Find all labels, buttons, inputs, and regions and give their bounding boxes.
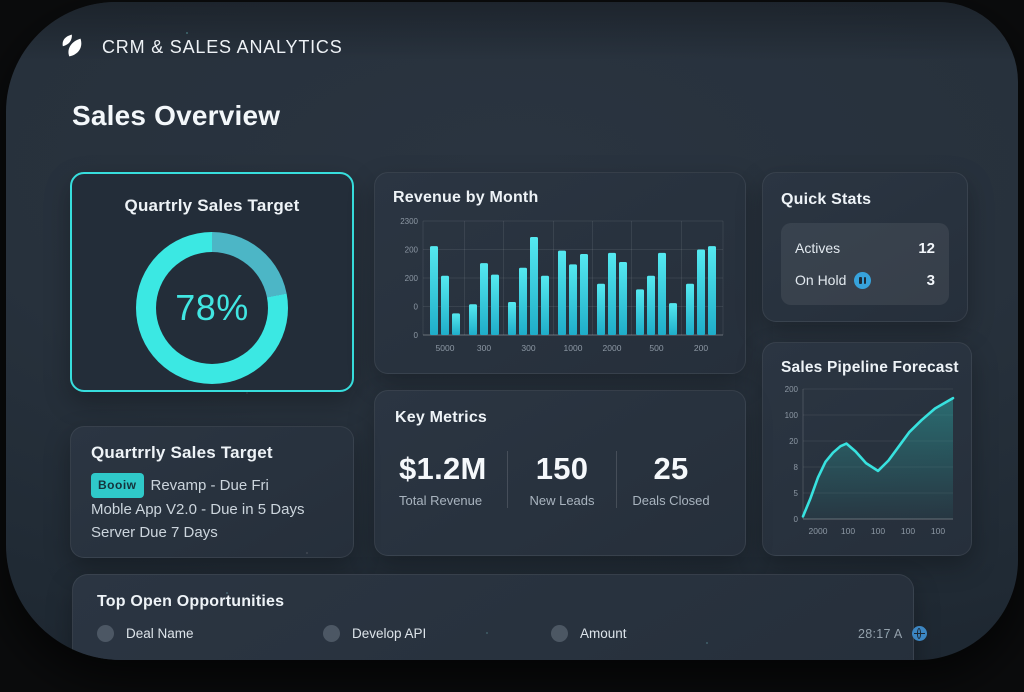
svg-text:20: 20 xyxy=(789,437,798,446)
svg-text:0: 0 xyxy=(414,303,419,312)
opportunities-title: Top Open Opportunities xyxy=(97,593,285,610)
radio-circle-icon[interactable] xyxy=(323,625,340,642)
footer-meta: 28:17 A xyxy=(858,626,927,641)
svg-text:5000: 5000 xyxy=(436,343,455,353)
svg-text:1000: 1000 xyxy=(564,343,583,353)
metric-total-revenue: $1.2M Total Revenue xyxy=(395,451,507,508)
dashboard-window: CRM & SALES ANALYTICS Sales Overview Qua… xyxy=(6,2,1018,660)
stat-value: 3 xyxy=(926,271,935,289)
svg-text:2300: 2300 xyxy=(400,217,418,226)
quarterly-target-title: Quartrly Sales Target xyxy=(124,196,300,215)
revenue-title: Revenue by Month xyxy=(393,189,539,206)
quick-stats-panel: Actives 12 On Hold 3 xyxy=(781,223,949,305)
key-metrics-title: Key Metrics xyxy=(395,409,488,426)
svg-text:200: 200 xyxy=(405,246,419,255)
app-title: CRM & SALES ANALYTICS xyxy=(102,36,343,57)
radio-circle-icon[interactable] xyxy=(551,625,568,642)
stat-row-actives: Actives 12 xyxy=(795,235,935,261)
revenue-by-month-card: Revenue by Month 2300 200 200 0 0 5000 300 300 1… xyxy=(374,172,746,374)
metric-label: Total Revenue xyxy=(399,493,483,508)
pause-badge-icon xyxy=(854,271,872,289)
svg-text:2000: 2000 xyxy=(603,343,622,353)
quick-stats-title: Quick Stats xyxy=(781,191,872,208)
metric-label: Deals Closed xyxy=(632,493,710,508)
pipeline-title: Sales Pipeline Forecast xyxy=(781,359,959,376)
quick-stats-card: Quick Stats Actives 12 On Hold 3 xyxy=(762,172,968,322)
svg-text:300: 300 xyxy=(521,343,535,353)
pipeline-forecast-card: Sales Pipeline Forecast 200 100 20 8 5 0 2000 1… xyxy=(762,342,972,556)
task-line: Booiw Revamp - Due Fri xyxy=(91,473,333,498)
svg-text:100: 100 xyxy=(841,526,855,536)
stat-value: 12 xyxy=(918,239,935,257)
svg-text:200: 200 xyxy=(785,385,799,394)
stat-row-on-hold: On Hold 3 xyxy=(795,267,935,293)
svg-text:200: 200 xyxy=(405,274,419,283)
svg-text:2000: 2000 xyxy=(809,526,828,536)
metric-value: $1.2M xyxy=(399,451,487,486)
metric-deals-closed: 25 Deals Closed xyxy=(616,451,725,508)
column-amount[interactable]: Amount xyxy=(551,625,741,642)
svg-text:500: 500 xyxy=(649,343,663,353)
leaf-logo-icon xyxy=(62,34,82,57)
progress-percent: 78% xyxy=(175,287,249,328)
task-badge: Booiw xyxy=(91,473,144,498)
stat-label: Actives xyxy=(795,240,841,256)
svg-text:8: 8 xyxy=(794,463,799,472)
task-line: Server Due 7 Days xyxy=(91,524,218,541)
progress-donut-chart: 78% xyxy=(136,232,288,384)
metric-value: 25 xyxy=(653,451,689,486)
quarterly-target-card: Quartrly Sales Target 78% xyxy=(70,172,354,392)
task-line: Moble App V2.0 - Due in 5 Days xyxy=(91,501,305,518)
svg-text:0: 0 xyxy=(794,515,799,524)
pipeline-area-chart: 200 100 20 8 5 0 2000 100 100 100 100 xyxy=(785,385,955,536)
globe-icon[interactable] xyxy=(911,626,927,641)
svg-text:100: 100 xyxy=(901,526,915,536)
svg-text:5: 5 xyxy=(794,489,799,498)
page-title: Sales Overview xyxy=(72,100,281,131)
tasks-card: Quartrrly Sales Target Booiw Revamp - Due… xyxy=(70,426,354,558)
svg-text:100: 100 xyxy=(871,526,885,536)
svg-text:200: 200 xyxy=(694,343,708,353)
tasks-title: Quartrrly Sales Target xyxy=(91,443,273,462)
column-develop-api[interactable]: Develop API xyxy=(323,625,543,642)
svg-text:300: 300 xyxy=(477,343,491,353)
stat-label: On Hold xyxy=(795,271,872,289)
timestamp: 28:17 A xyxy=(858,626,903,641)
top-opportunities-card: Top Open Opportunities Deal Name Develop… xyxy=(72,574,914,660)
column-deal-name[interactable]: Deal Name xyxy=(97,625,287,642)
app-header: CRM & SALES ANALYTICS xyxy=(58,32,343,62)
svg-text:100: 100 xyxy=(785,411,799,420)
key-metrics-card: Key Metrics $1.2M Total Revenue 150 New … xyxy=(374,390,746,556)
metric-new-leads: 150 New Leads xyxy=(507,451,616,508)
metric-label: New Leads xyxy=(529,493,595,508)
radio-circle-icon[interactable] xyxy=(97,625,114,642)
metric-value: 150 xyxy=(535,451,589,486)
svg-text:100: 100 xyxy=(931,526,945,536)
svg-text:0: 0 xyxy=(414,331,419,340)
background-speckles xyxy=(186,32,188,34)
